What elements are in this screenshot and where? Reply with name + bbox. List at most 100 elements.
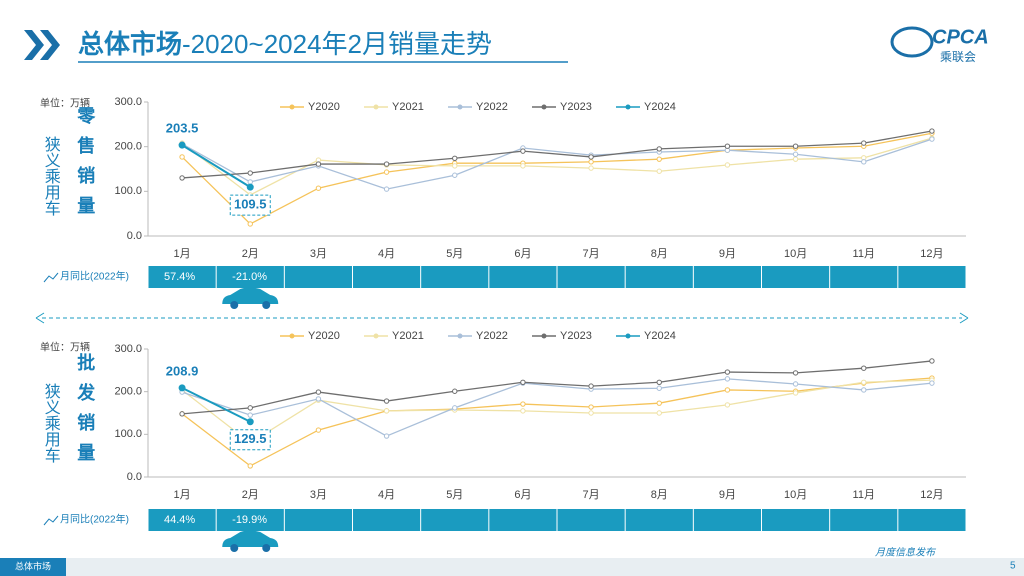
- series-line: [181, 377, 932, 467]
- point: [315, 389, 322, 395]
- y-tick-label: 300.0: [114, 343, 142, 355]
- point: [247, 221, 253, 227]
- point: [656, 146, 662, 152]
- data-label: 109.5: [234, 197, 267, 212]
- unit-label: 单位：万辆: [40, 341, 90, 354]
- point: [656, 385, 662, 391]
- legend-label: Y2021: [392, 101, 424, 113]
- point: [383, 161, 390, 167]
- legend-label: Y2024: [644, 330, 676, 342]
- yoy-icon: [43, 515, 59, 526]
- point: [861, 365, 867, 371]
- point: [315, 161, 322, 167]
- point: [861, 159, 867, 165]
- legend-marker: [457, 333, 463, 339]
- title-sub: -2020~2024年2月销量走势: [182, 29, 492, 59]
- y-tick-label: 300.0: [114, 96, 142, 108]
- point: [929, 136, 935, 142]
- point: [792, 156, 799, 162]
- car-wheel: [230, 301, 239, 309]
- yoy-cell: [693, 509, 761, 531]
- yoy-cell: [762, 509, 830, 531]
- point: [315, 427, 322, 433]
- yoy-value: -19.9%: [232, 514, 267, 526]
- point: [383, 169, 390, 175]
- point: [588, 383, 594, 389]
- x-tick-label: 1月: [174, 489, 191, 501]
- x-tick-label: 9月: [719, 489, 736, 501]
- point: [724, 376, 731, 382]
- point: [315, 185, 322, 191]
- point: [383, 398, 390, 404]
- footer-tab-label: 总体市场: [15, 560, 51, 571]
- point: [178, 384, 186, 392]
- x-tick-label: 1月: [174, 248, 191, 260]
- point: [861, 387, 867, 393]
- logo-mark: [890, 26, 934, 58]
- x-tick-label: 6月: [514, 489, 531, 501]
- chevron-icon: [24, 30, 60, 60]
- page-number: 5: [1010, 561, 1016, 572]
- point: [588, 404, 594, 410]
- legend-label: Y2021: [392, 330, 424, 342]
- x-tick-label: 2月: [242, 248, 259, 260]
- unit-label: 单位：万辆: [40, 97, 90, 110]
- yoy-cell: [489, 509, 557, 531]
- y-tick-label: 0.0: [127, 230, 142, 242]
- point: [383, 408, 390, 414]
- x-tick-label: 5月: [446, 489, 463, 501]
- point: [861, 379, 867, 385]
- point: [656, 168, 662, 174]
- side-label: 狭义乘用车: [42, 136, 61, 216]
- chart-title: 批发销量: [75, 352, 96, 473]
- series-line: [181, 144, 251, 188]
- yoy-cell: [284, 266, 352, 288]
- point: [247, 405, 253, 411]
- x-tick-label: 5月: [446, 248, 463, 260]
- yoy-cell: [898, 509, 966, 531]
- x-tick-label: 4月: [378, 489, 395, 501]
- x-tick-label: 10月: [784, 489, 807, 501]
- car-wheel: [230, 544, 239, 552]
- point: [792, 390, 799, 396]
- footer-tab: [0, 558, 66, 576]
- point: [383, 186, 390, 192]
- legend-label: Y2022: [476, 101, 508, 113]
- yoy-cell: [216, 266, 284, 288]
- chart-title: 零售销量: [75, 106, 96, 226]
- point: [588, 154, 594, 160]
- point: [178, 141, 186, 149]
- legend-marker: [541, 104, 547, 110]
- legend-marker: [373, 333, 379, 339]
- legend-label: Y2020: [308, 101, 340, 113]
- yoy-icon: [43, 272, 59, 283]
- yoy-cell: [557, 509, 625, 531]
- y-tick-label: 100.0: [114, 185, 142, 197]
- legend-marker: [289, 333, 295, 339]
- yoy-value: 44.4%: [164, 514, 195, 526]
- legend-label: Y2023: [560, 330, 592, 342]
- point: [179, 411, 185, 417]
- yoy-label: 月同比(2022年): [60, 513, 129, 526]
- data-label-box: [229, 194, 271, 216]
- legend-marker: [625, 104, 631, 110]
- car-wheel: [262, 544, 271, 552]
- point: [656, 400, 662, 406]
- footer-caption: 月度信息发布: [875, 547, 937, 559]
- point: [247, 170, 253, 176]
- x-tick-label: 8月: [651, 489, 668, 501]
- series-line: [181, 386, 251, 423]
- footer-bar: [0, 558, 1024, 576]
- point: [588, 159, 594, 165]
- point: [520, 401, 526, 407]
- logo-text: CPCA: [932, 26, 989, 48]
- series-line: [182, 130, 933, 179]
- data-label-box: [229, 429, 271, 451]
- yoy-cell: [421, 266, 489, 288]
- legend-marker: [625, 333, 631, 339]
- logo-subtitle: 乘联会: [940, 50, 976, 64]
- point: [929, 128, 935, 134]
- data-label: 208.9: [166, 363, 199, 378]
- legend-label: Y2020: [308, 330, 340, 342]
- x-tick-label: 3月: [310, 489, 327, 501]
